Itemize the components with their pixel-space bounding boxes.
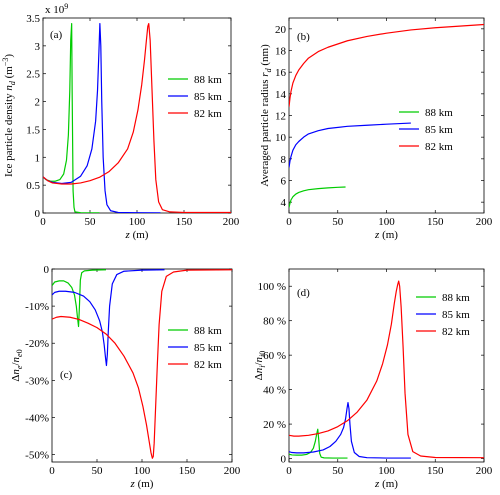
y-tick-label: 1.5 bbox=[26, 124, 40, 136]
x-tick-label: 200 bbox=[223, 216, 240, 228]
y-tick-label: 10 bbox=[275, 132, 287, 144]
panel-d-ion-perturbation: 0 50 100 150 200 0 20 % 40 % 60 % 80 % 100 % 88 km 8… bbox=[253, 268, 493, 490]
legend-label: 82 km bbox=[425, 141, 453, 153]
x-tick-label: 100 bbox=[378, 216, 395, 228]
y-tick-label: 3.5 bbox=[26, 13, 40, 25]
panel-label: (c) bbox=[60, 369, 73, 381]
y-tick-label: -10% bbox=[25, 301, 49, 313]
series-line-85-km bbox=[43, 22, 161, 213]
series-line-82-km bbox=[289, 23, 484, 107]
panel-b-radius: 0 50 100 150 200 4 6 8 10 12 14 16 18 20 88 km 85 km 82 … bbox=[259, 17, 493, 241]
legend-label: 85 km bbox=[425, 124, 453, 136]
series-line-82-km bbox=[52, 269, 232, 459]
y-tick-label: 20 % bbox=[263, 419, 286, 431]
y-tick-label: 12 bbox=[275, 111, 286, 123]
y-tick-label: 0 bbox=[44, 264, 50, 276]
panel-c-electron-perturbation: 0 50 100 150 200 0 -10% -20% -30% -40% -50% 88 km 85… bbox=[10, 264, 241, 490]
legend-label: 88 km bbox=[194, 74, 222, 86]
y-axis-label: Δni/ni0 bbox=[253, 351, 267, 381]
x-tick-label: 150 bbox=[427, 216, 444, 228]
panel-label: (a) bbox=[50, 29, 63, 41]
x-tick-label: 150 bbox=[176, 216, 193, 228]
x-tick-label: 200 bbox=[476, 216, 493, 228]
x-tick-label: 0 bbox=[286, 465, 292, 477]
series-line-88-km bbox=[289, 428, 348, 459]
y-tick-label: 0 bbox=[281, 454, 287, 466]
legend-label: 85 km bbox=[194, 342, 222, 354]
x-tick-label: 150 bbox=[427, 465, 444, 477]
series-line-85-km bbox=[289, 122, 411, 168]
legend-label: 82 km bbox=[442, 326, 470, 338]
y-tick-label: 18 bbox=[275, 46, 287, 58]
series-group bbox=[43, 22, 231, 213]
series-line-88-km bbox=[289, 186, 346, 208]
legend-label: 82 km bbox=[194, 108, 222, 120]
series-line-85-km bbox=[52, 269, 165, 367]
y-tick-label: -50% bbox=[25, 450, 49, 462]
plot-frame bbox=[288, 17, 485, 214]
x-tick-label: 100 bbox=[378, 465, 395, 477]
x-tick-label: 0 bbox=[40, 216, 46, 228]
y-tick-label: 6 bbox=[281, 176, 287, 188]
x-tick-label: 0 bbox=[49, 465, 55, 477]
legend-label: 88 km bbox=[194, 325, 222, 337]
y-axis-label: Ice particle density nd (m−3) bbox=[1, 54, 17, 177]
x-tick-label: 50 bbox=[332, 216, 344, 228]
x-tick-label: 100 bbox=[134, 465, 151, 477]
y-tick-label: 2.5 bbox=[26, 69, 40, 81]
x-tick-label: 50 bbox=[92, 465, 104, 477]
y-tick-label: 2 bbox=[35, 97, 41, 109]
x-axis-label: z (m) bbox=[374, 229, 398, 241]
legend-label: 88 km bbox=[425, 107, 453, 119]
series-group bbox=[52, 269, 232, 459]
y-tick-label: -30% bbox=[25, 375, 49, 387]
y-tick-label: 20 bbox=[275, 24, 287, 36]
x-axis-label: z (m) bbox=[374, 478, 398, 490]
series-group bbox=[289, 23, 484, 208]
y-tick-label: 80 % bbox=[263, 316, 286, 328]
panel-label: (d) bbox=[297, 287, 310, 299]
x-tick-label: 0 bbox=[286, 216, 292, 228]
x-axis-label: z (m) bbox=[130, 478, 154, 490]
series-line-88-km bbox=[52, 269, 107, 328]
legend-label: 82 km bbox=[194, 359, 222, 371]
y-tick-label: -40% bbox=[25, 412, 49, 424]
y-tick-label: 8 bbox=[281, 154, 287, 166]
x-axis-label: z (m) bbox=[125, 229, 149, 241]
panel-a-density: 0 50 100 150 200 0 0.5 1 1.5 2 2.5 3 3.5 x 109 88 km 85… bbox=[1, 2, 240, 241]
y-tick-label: 3 bbox=[35, 41, 41, 53]
y-tick-label: 16 bbox=[275, 67, 287, 79]
y-axis-label: Averaged particle radius rd (nm) bbox=[259, 44, 273, 187]
series-line-82-km bbox=[43, 22, 231, 213]
y-tick-label: 0.5 bbox=[26, 180, 40, 192]
x-tick-label: 200 bbox=[476, 465, 493, 477]
series-group bbox=[289, 280, 484, 459]
y-tick-label: 0 bbox=[35, 208, 41, 220]
x-tick-label: 50 bbox=[332, 465, 344, 477]
y-multiplier: x 109 bbox=[45, 2, 68, 16]
y-tick-label: 14 bbox=[275, 89, 287, 101]
legend-label: 85 km bbox=[194, 91, 222, 103]
y-tick-label: -20% bbox=[25, 338, 49, 350]
x-tick-label: 200 bbox=[224, 465, 241, 477]
x-tick-label: 150 bbox=[179, 465, 196, 477]
legend-label: 88 km bbox=[442, 292, 470, 304]
y-axis-label: Δne/ne0 bbox=[10, 349, 24, 381]
y-tick-label: 1 bbox=[35, 152, 41, 164]
y-tick-label: 100 % bbox=[258, 281, 286, 293]
panel-label: (b) bbox=[297, 31, 310, 43]
y-tick-label: 40 % bbox=[263, 385, 286, 397]
series-line-85-km bbox=[289, 401, 411, 459]
y-tick-label: 4 bbox=[281, 197, 287, 209]
series-line-88-km bbox=[43, 22, 100, 213]
x-tick-label: 50 bbox=[85, 216, 97, 228]
series-line-82-km bbox=[289, 280, 484, 459]
y-tick-label: 60 % bbox=[263, 350, 286, 362]
legend-label: 85 km bbox=[442, 309, 470, 321]
x-tick-label: 100 bbox=[129, 216, 146, 228]
